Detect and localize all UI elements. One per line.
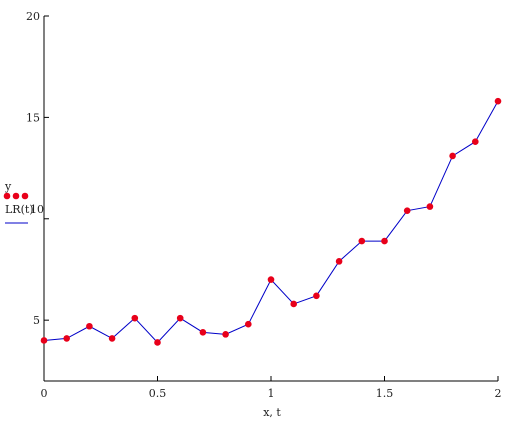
x-axis-label: x, t <box>263 406 281 419</box>
data-point <box>108 335 116 342</box>
x-tick-label: 0 <box>41 387 48 400</box>
axes <box>43 16 498 382</box>
data-point <box>245 320 252 328</box>
data-point <box>381 237 388 245</box>
data-point <box>267 276 275 283</box>
data-points-series <box>40 97 502 346</box>
data-point <box>335 258 343 265</box>
legend-label-fit: LR(t) <box>5 203 34 216</box>
data-point <box>403 207 411 214</box>
data-point <box>494 97 502 105</box>
fit-line <box>43 100 499 344</box>
data-point <box>358 237 366 245</box>
fit-line-series <box>43 100 499 344</box>
data-point <box>472 138 479 146</box>
data-point <box>222 331 229 338</box>
x-ticks: 0 0.5 1 1.5 2 <box>41 376 502 400</box>
data-point <box>449 152 456 160</box>
data-point <box>40 337 48 344</box>
legend-marker-dot <box>3 192 11 200</box>
data-point <box>63 335 70 342</box>
data-point <box>131 314 139 322</box>
y-ticks: 5 15 20 <box>26 10 49 327</box>
legend: y LR(t) <box>3 180 34 224</box>
data-point <box>426 203 434 210</box>
legend-label-y: y <box>4 180 12 193</box>
legend-marker-dot <box>21 192 29 200</box>
x-tick-label: 0.5 <box>149 387 167 400</box>
y-tick-label: 20 <box>26 10 40 23</box>
y-tick-label: 5 <box>33 314 40 327</box>
legend-marker-dot <box>12 192 20 200</box>
x-tick-label: 1 <box>268 387 275 400</box>
data-point <box>176 314 184 322</box>
data-point <box>199 329 207 336</box>
y-tick-label: 15 <box>26 111 40 124</box>
y-tick-label: 10 <box>30 203 44 216</box>
data-point <box>290 300 298 308</box>
data-point <box>86 322 93 330</box>
x-tick-label: 1.5 <box>376 387 394 400</box>
data-point <box>154 339 161 346</box>
x-tick-label: 2 <box>495 387 502 400</box>
data-point <box>313 292 320 300</box>
